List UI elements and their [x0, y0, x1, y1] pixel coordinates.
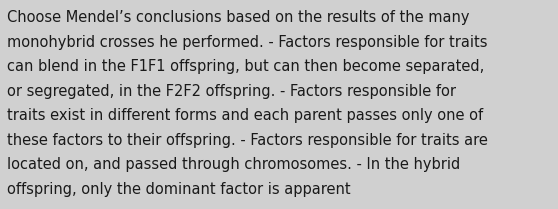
Text: located on, and passed through chromosomes. - In the hybrid: located on, and passed through chromosom…: [7, 157, 460, 172]
Text: traits exist in different forms and each parent passes only one of: traits exist in different forms and each…: [7, 108, 483, 123]
Text: monohybrid crosses he performed. - Factors responsible for traits: monohybrid crosses he performed. - Facto…: [7, 35, 488, 50]
Text: offspring, only the dominant factor is apparent: offspring, only the dominant factor is a…: [7, 182, 351, 197]
Text: these factors to their offspring. - Factors responsible for traits are: these factors to their offspring. - Fact…: [7, 133, 488, 148]
Text: or segregated, in the F2F2 offspring. - Factors responsible for: or segregated, in the F2F2 offspring. - …: [7, 84, 456, 99]
Text: Choose Mendel’s conclusions based on the results of the many: Choose Mendel’s conclusions based on the…: [7, 10, 470, 25]
Text: can blend in the F1F1 offspring, but can then become separated,: can blend in the F1F1 offspring, but can…: [7, 59, 484, 74]
